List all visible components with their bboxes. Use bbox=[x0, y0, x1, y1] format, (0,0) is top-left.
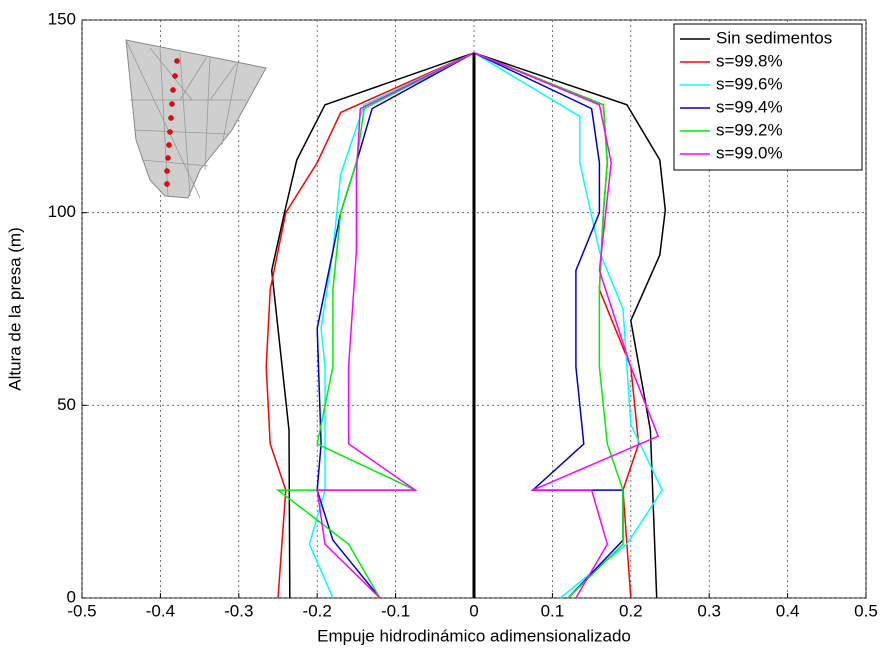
y-axis-label: Altura de la presa (m) bbox=[5, 227, 24, 390]
x-tick-label: 0.2 bbox=[619, 601, 643, 620]
legend: Sin sedimentos s=99.8% s=99.6% s=99.4% s=99.… bbox=[674, 24, 862, 170]
y-tick-label: 150 bbox=[48, 9, 76, 28]
x-tick-label: -0.2 bbox=[303, 601, 332, 620]
legend-label: Sin sedimentos bbox=[716, 28, 832, 47]
y-tick-label: 50 bbox=[57, 395, 76, 414]
x-tick-label: 0.1 bbox=[541, 601, 565, 620]
legend-label: s=99.0% bbox=[716, 143, 783, 162]
x-tick-label: -0.4 bbox=[146, 601, 175, 620]
legend-label: s=99.2% bbox=[716, 120, 783, 139]
x-tick-label: 0.3 bbox=[697, 601, 721, 620]
x-tick-label: -0.3 bbox=[224, 601, 253, 620]
y-tick-label: 100 bbox=[48, 202, 76, 221]
x-tick-label: -0.1 bbox=[381, 601, 410, 620]
legend-label: s=99.6% bbox=[716, 74, 783, 93]
chart: Empuje hidrodinámico adimensionalizado A… bbox=[0, 0, 891, 655]
y-tick-label: 0 bbox=[67, 587, 76, 606]
x-tick-label: 0.5 bbox=[854, 601, 878, 620]
x-tick-label: 0 bbox=[469, 601, 478, 620]
x-axis-label: Empuje hidrodinámico adimensionalizado bbox=[317, 626, 631, 645]
legend-label: s=99.8% bbox=[716, 51, 783, 70]
x-tick-label: 0.4 bbox=[776, 601, 800, 620]
legend-label: s=99.4% bbox=[716, 97, 783, 116]
